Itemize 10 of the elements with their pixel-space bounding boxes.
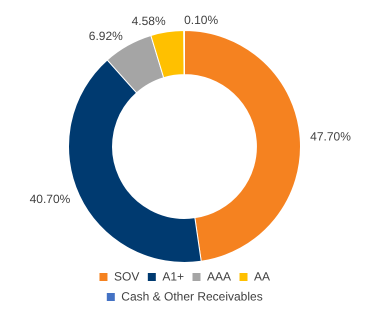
data-label: 6.92% [88,28,124,43]
data-label: 0.10% [184,12,218,27]
data-label: 47.70% [310,130,352,144]
legend-label: AAA [207,269,232,284]
data-label: 4.58% [132,14,166,28]
legend-label: A1+ [162,269,184,284]
data-label: 40.70% [30,192,71,206]
legend-label: AA [254,269,270,284]
legend-label: SOV [114,269,140,284]
legend-label: Cash & Other Receivables [121,289,263,304]
